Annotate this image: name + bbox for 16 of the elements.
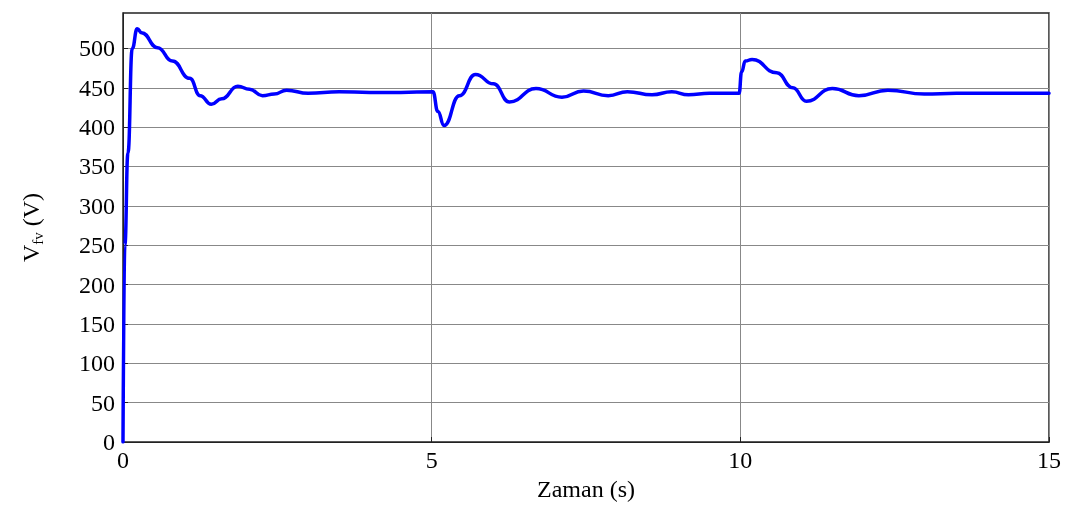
y-axis-title: Vfv (V) [17,192,46,263]
y-tick-label: 200 [79,271,115,298]
y-tick-label: 300 [79,192,115,219]
y-tick-label: 50 [91,389,115,416]
y-tick-label: 450 [79,74,115,101]
x-axis-title: Zaman (s) [537,475,635,502]
y-tick-label: 350 [79,153,115,180]
y-tick-label: 0 [103,429,115,455]
x-tick-label: 5 [425,447,438,473]
y-tick-label: 400 [79,114,115,141]
y-tick-label: 500 [79,35,115,62]
y-tick-label: 100 [79,350,115,377]
x-tick-label: 15 [1037,447,1061,473]
y-tick-label: 250 [79,232,115,259]
x-tick-label: 10 [728,447,753,473]
y-tick-label: 150 [79,310,115,337]
